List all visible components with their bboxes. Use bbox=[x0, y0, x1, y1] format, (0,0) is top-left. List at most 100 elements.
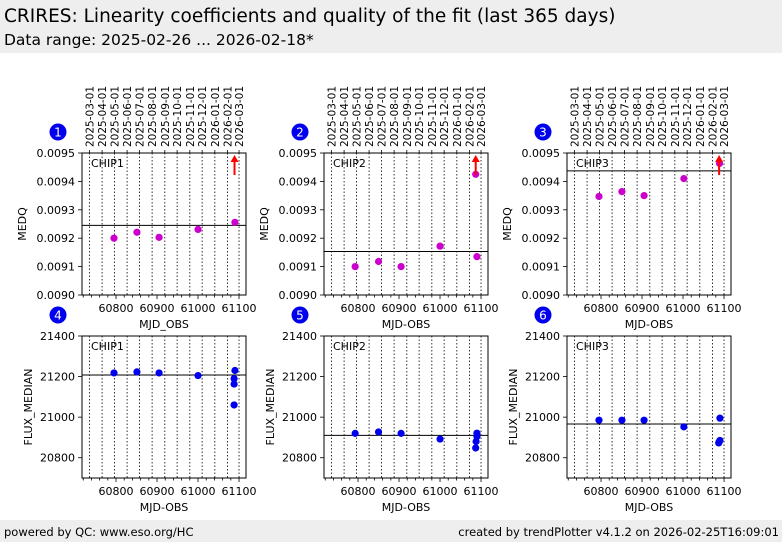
x-axis-label: MJD_OBS bbox=[139, 318, 189, 331]
panel-3: 2025-03-01 2025-04-01 2025-05-01 2025-06-01… bbox=[501, 86, 742, 331]
data-point bbox=[374, 428, 383, 436]
data-point bbox=[194, 371, 202, 380]
y-tick-label: 0.0093 bbox=[522, 204, 561, 217]
panel-number: 5 bbox=[296, 309, 304, 323]
panel-number-badge bbox=[49, 123, 67, 141]
date-tick-label: 2026-02-01 bbox=[223, 86, 235, 147]
date-tick-label: 2026-01-01 bbox=[452, 86, 464, 147]
y-tick-label: 0.0092 bbox=[37, 232, 76, 245]
data-point bbox=[436, 242, 444, 250]
x-tick-label: 60800 bbox=[584, 485, 619, 498]
x-tick-label: 61000 bbox=[181, 485, 216, 498]
date-tick-label: 2026-02-01 bbox=[708, 86, 720, 147]
date-tick-label: 2025-09-01 bbox=[402, 86, 414, 147]
chip-label: CHIP3 bbox=[576, 157, 609, 170]
x-tick-label: 60900 bbox=[140, 302, 175, 315]
data-point bbox=[133, 368, 141, 376]
data-point bbox=[351, 429, 359, 437]
date-tick-label: 2025-05-01 bbox=[351, 86, 363, 147]
data-point bbox=[618, 188, 626, 196]
x-tick-label: 60800 bbox=[341, 485, 376, 498]
date-tick-label: 2025-08-01 bbox=[389, 86, 401, 147]
date-tick-label: 2025-03-01 bbox=[84, 86, 96, 147]
data-point bbox=[595, 192, 603, 201]
date-tick-label: 2025-08-01 bbox=[147, 86, 159, 147]
y-tick-label: 21000 bbox=[40, 411, 75, 424]
y-tick-label: 0.0094 bbox=[522, 175, 561, 188]
axes-frame bbox=[566, 335, 732, 479]
x-tick-label: 60900 bbox=[140, 485, 175, 498]
y-tick-label: 0.0091 bbox=[279, 261, 318, 274]
y-tick-label: 0.0095 bbox=[522, 147, 561, 160]
date-tick-label: 2025-04-01 bbox=[97, 86, 109, 147]
data-point bbox=[231, 366, 239, 375]
x-tick-label: 60800 bbox=[99, 302, 134, 315]
date-tick-label: 2025-11-01 bbox=[427, 86, 439, 147]
x-tick-label: 61100 bbox=[707, 485, 742, 498]
footer: powered by QC: www.eso.org/HC created by… bbox=[0, 520, 782, 542]
x-tick-label: 61100 bbox=[222, 302, 257, 315]
data-point bbox=[397, 263, 405, 271]
x-axis-label: MJD-OBS bbox=[140, 501, 188, 514]
y-axis-label: MEDQ bbox=[501, 207, 514, 241]
x-tick-label: 61000 bbox=[666, 302, 701, 315]
data-point bbox=[230, 375, 238, 383]
date-tick-label: 2025-07-01 bbox=[619, 86, 631, 147]
data-point bbox=[472, 437, 480, 446]
data-point bbox=[640, 192, 648, 200]
panel-number: 2 bbox=[296, 126, 304, 140]
x-axis-label: MJD-OBS bbox=[625, 318, 673, 331]
data-point bbox=[397, 429, 405, 437]
y-tick-label: 20800 bbox=[40, 452, 75, 465]
y-tick-label: 0.0093 bbox=[37, 204, 76, 217]
data-point bbox=[618, 416, 626, 424]
date-tick-label: 2026-01-01 bbox=[695, 86, 707, 147]
date-tick-label: 2026-02-01 bbox=[465, 86, 477, 147]
date-tick-label: 2025-07-01 bbox=[134, 86, 146, 147]
data-point bbox=[595, 416, 603, 424]
y-tick-label: 21000 bbox=[282, 411, 317, 424]
y-tick-label: 0.0092 bbox=[279, 232, 318, 245]
date-tick-label: 2025-06-01 bbox=[364, 86, 376, 147]
panel-2: 2025-03-01 2025-04-01 2025-05-01 2025-06-01… bbox=[258, 86, 499, 331]
y-tick-label: 0.0092 bbox=[522, 232, 561, 245]
date-tick-label: 2025-10-01 bbox=[657, 86, 669, 147]
data-point bbox=[231, 218, 239, 226]
data-range: Data range: 2025-02-26 ... 2026-02-18* bbox=[4, 31, 314, 49]
y-tick-label: 0.0090 bbox=[522, 289, 561, 302]
x-tick-label: 61100 bbox=[464, 302, 499, 315]
y-tick-label: 21200 bbox=[525, 371, 560, 384]
data-point bbox=[715, 439, 723, 447]
x-tick-label: 60800 bbox=[99, 485, 134, 498]
axes-frame bbox=[323, 152, 489, 296]
data-point bbox=[194, 225, 202, 233]
panel-number-badge bbox=[291, 123, 309, 141]
plots-canvas: 2025-03-01 2025-04-01 2025-05-01 2025-06-01… bbox=[16, 86, 742, 514]
x-tick-label: 60900 bbox=[625, 302, 660, 315]
date-tick-label: 2025-06-01 bbox=[607, 86, 619, 147]
y-tick-label: 0.0091 bbox=[522, 261, 561, 274]
x-axis-label: MJD-OBS bbox=[625, 501, 673, 514]
data-point bbox=[110, 369, 118, 377]
data-point bbox=[133, 228, 141, 236]
data-point bbox=[374, 257, 383, 266]
y-tick-label: 0.0091 bbox=[37, 261, 76, 274]
date-tick-label: 2025-12-01 bbox=[439, 86, 451, 147]
date-tick-label: 2025-04-01 bbox=[339, 86, 351, 147]
date-tick-label: 2025-09-01 bbox=[160, 86, 172, 147]
data-point bbox=[351, 263, 359, 271]
x-tick-label: 61100 bbox=[222, 485, 257, 498]
y-tick-label: 20800 bbox=[525, 452, 560, 465]
y-axis-label: FLUX_MEDIAN bbox=[507, 369, 520, 446]
y-tick-label: 0.0094 bbox=[37, 175, 76, 188]
data-point bbox=[473, 253, 481, 261]
panel-6: 60800 60900 61000 61100 20800 21000 21200 21400… bbox=[507, 306, 742, 514]
chip-label: CHIP2 bbox=[333, 340, 366, 353]
y-tick-label: 21400 bbox=[40, 330, 75, 343]
outlier-arrow-head bbox=[471, 155, 480, 162]
x-tick-label: 60900 bbox=[382, 485, 417, 498]
axes-frame bbox=[81, 335, 247, 479]
x-tick-label: 61000 bbox=[423, 485, 458, 498]
date-tick-label: 2026-01-01 bbox=[210, 86, 222, 147]
x-axis-label: MJD-OBS bbox=[382, 318, 430, 331]
